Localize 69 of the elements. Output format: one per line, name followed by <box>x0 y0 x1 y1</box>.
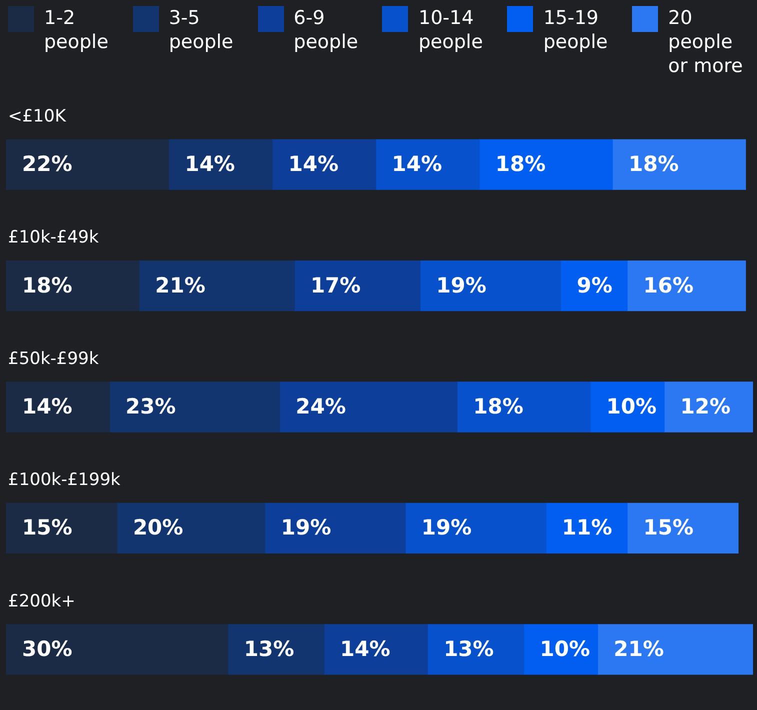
legend-label: 20 people or more <box>668 6 744 78</box>
bar <box>116 502 266 554</box>
bar <box>168 139 273 190</box>
data-label: 18% <box>473 394 524 418</box>
data-label: 20% <box>132 516 184 540</box>
bar <box>626 260 746 312</box>
data-label: 10% <box>540 636 590 661</box>
bar <box>420 260 562 312</box>
data-label: 9% <box>576 273 612 298</box>
bar <box>456 382 591 432</box>
y-tick-label: £50k-£99k <box>8 348 99 369</box>
bar <box>375 139 480 190</box>
bar <box>560 260 628 312</box>
data-label: 10% <box>606 394 657 418</box>
bar <box>6 382 110 432</box>
bar <box>405 502 546 554</box>
bar <box>324 624 428 675</box>
data-label: 19% <box>280 516 332 540</box>
legend-label: 1-2 people <box>44 6 110 54</box>
data-label: 11% <box>562 516 612 540</box>
bar <box>479 139 613 190</box>
bar <box>294 260 421 312</box>
data-label: 19% <box>436 273 486 298</box>
data-label: 12% <box>680 394 731 418</box>
data-label: 17% <box>310 273 361 298</box>
data-label: 21% <box>155 273 206 298</box>
data-label: 24% <box>296 394 346 418</box>
data-label: 13% <box>244 636 294 661</box>
bar <box>626 502 739 554</box>
bar <box>6 502 118 554</box>
data-label: 14% <box>184 152 235 176</box>
data-label: 19% <box>421 516 472 540</box>
data-label: 16% <box>643 273 694 298</box>
bar <box>6 139 170 190</box>
bar <box>272 139 376 190</box>
data-label: 13% <box>444 636 494 661</box>
bar <box>6 624 228 675</box>
data-label: 30% <box>22 636 72 661</box>
bar <box>6 260 140 312</box>
bar <box>597 624 753 675</box>
bar <box>664 382 753 432</box>
legend-label: 15-19 people <box>543 6 609 54</box>
y-tick-label: <£10K <box>8 106 67 127</box>
legend-label: 10-14 people <box>418 6 484 54</box>
data-label: 14% <box>288 152 339 176</box>
bar <box>546 502 628 554</box>
bar <box>228 624 324 675</box>
data-label: 14% <box>22 394 72 418</box>
bar <box>427 624 524 675</box>
bar <box>279 382 458 432</box>
bar <box>612 139 746 190</box>
bar <box>138 260 295 312</box>
data-label: 21% <box>614 636 664 661</box>
legend-label: 3-5 people <box>168 6 234 54</box>
data-label: 14% <box>340 636 390 661</box>
data-label: 18% <box>22 273 72 298</box>
y-tick-label: £100k-£199k <box>8 470 121 490</box>
data-label: 22% <box>22 152 72 176</box>
y-tick-label: £200k+ <box>8 591 76 612</box>
data-label: 18% <box>628 152 679 176</box>
data-label: 15% <box>643 516 694 540</box>
legend-label: 6-9 people <box>294 6 360 54</box>
data-label: 15% <box>22 516 72 540</box>
data-label: 18% <box>495 152 546 176</box>
bar <box>109 382 280 432</box>
bar <box>264 502 406 554</box>
y-tick-label: £10k-£49k <box>8 228 99 248</box>
data-label: 23% <box>126 394 176 418</box>
data-label: 14% <box>392 152 442 176</box>
